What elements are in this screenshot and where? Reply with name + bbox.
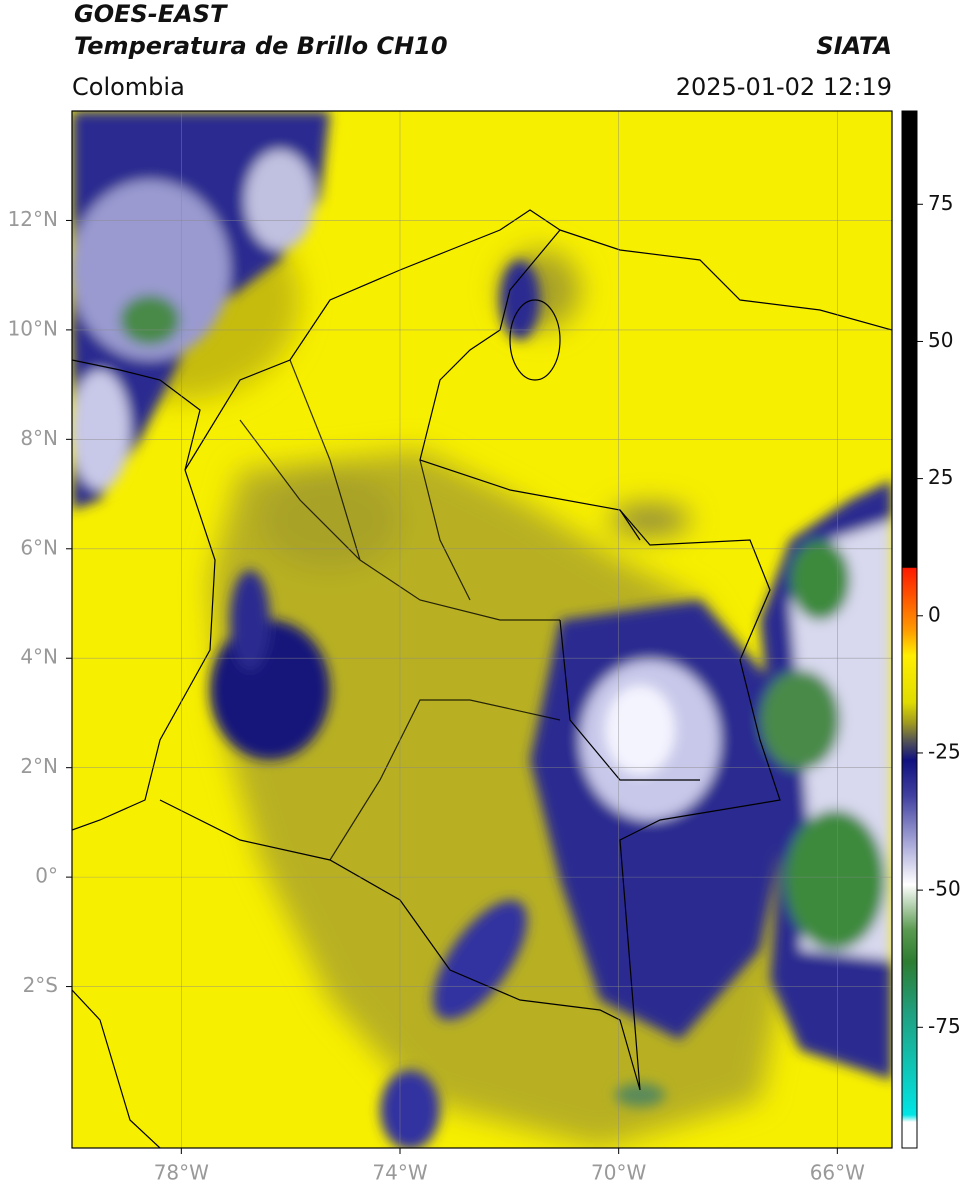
y-tick-label: 12°N [8, 207, 58, 231]
title: GOES-EAST [74, 0, 228, 28]
colorbar-tick-label: -50 [928, 877, 961, 901]
y-tick-label: 6°N [20, 535, 58, 559]
y-tick-label: 2°S [23, 973, 58, 997]
timestamp: 2025-01-02 12:19 [676, 73, 892, 101]
colorbar-tick-label: -25 [928, 739, 961, 763]
y-tick-label: 0° [35, 864, 58, 888]
x-tick-label: 70°W [591, 1161, 646, 1185]
x-tick-label: 78°W [154, 1161, 209, 1185]
y-tick-label: 2°N [20, 754, 58, 778]
subtitle: Temperatura de Brillo CH10 [74, 32, 448, 60]
colorbar-tick-label: 75 [928, 191, 953, 215]
colorbar-tick-label: 25 [928, 465, 953, 489]
region: Colombia [72, 73, 185, 101]
satellite-image [72, 111, 892, 1148]
y-tick-label: 8°N [20, 426, 58, 450]
map-frame [71, 110, 893, 1149]
colorbar-tick-label: 0 [928, 602, 941, 626]
x-tick-label: 66°W [810, 1161, 865, 1185]
y-tick-label: 4°N [20, 645, 58, 669]
graticule [72, 111, 892, 1148]
colorbar-tick-label: -75 [928, 1014, 961, 1038]
colorbar-tick-label: 50 [928, 328, 953, 352]
x-tick-label: 74°W [372, 1161, 427, 1185]
colorbar [901, 110, 918, 1149]
y-tick-label: 10°N [8, 316, 58, 340]
source: SIATA [816, 32, 892, 60]
borders [72, 209, 892, 1148]
